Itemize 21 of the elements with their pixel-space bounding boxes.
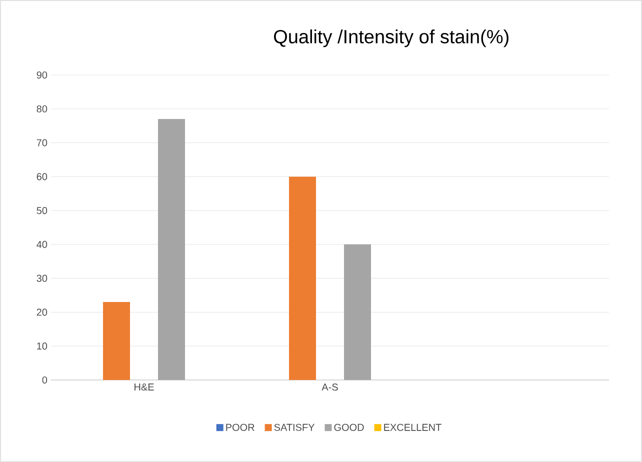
x-tick-label: H&E (134, 384, 154, 391)
legend-label: POOR (226, 424, 254, 431)
y-tick-label: 20 (36, 308, 48, 316)
bar (344, 244, 372, 380)
bar (158, 119, 186, 380)
y-tick-label: 90 (36, 71, 48, 79)
legend-label: SATISFY (274, 424, 315, 431)
y-tick-label: 0 (42, 376, 48, 384)
y-tick-label: 50 (36, 207, 48, 214)
y-tick-label: 40 (36, 240, 48, 248)
y-tick-label: 80 (36, 105, 48, 112)
y-tick-label: 70 (36, 139, 48, 146)
y-tick-label: 30 (36, 274, 48, 282)
y-tick-label: 60 (36, 173, 48, 180)
chart-title: Quality /Intensity of stain(%) (274, 29, 508, 48)
bar (103, 302, 130, 380)
x-tick-label: A-S (322, 384, 338, 391)
legend-label: EXCELLENT (384, 424, 442, 431)
y-tick-label: 10 (37, 342, 48, 350)
bar (289, 176, 316, 380)
legend-label: GOOD (334, 424, 364, 431)
